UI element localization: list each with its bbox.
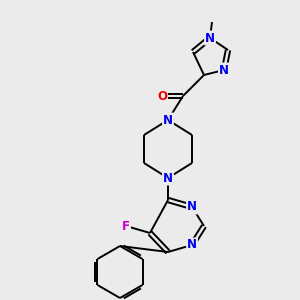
Text: N: N — [187, 238, 197, 251]
Text: N: N — [163, 113, 173, 127]
Text: N: N — [205, 32, 215, 44]
Text: N: N — [187, 200, 197, 214]
Text: N: N — [163, 172, 173, 184]
Text: N: N — [219, 64, 229, 76]
Text: O: O — [157, 89, 167, 103]
Text: F: F — [122, 220, 130, 232]
